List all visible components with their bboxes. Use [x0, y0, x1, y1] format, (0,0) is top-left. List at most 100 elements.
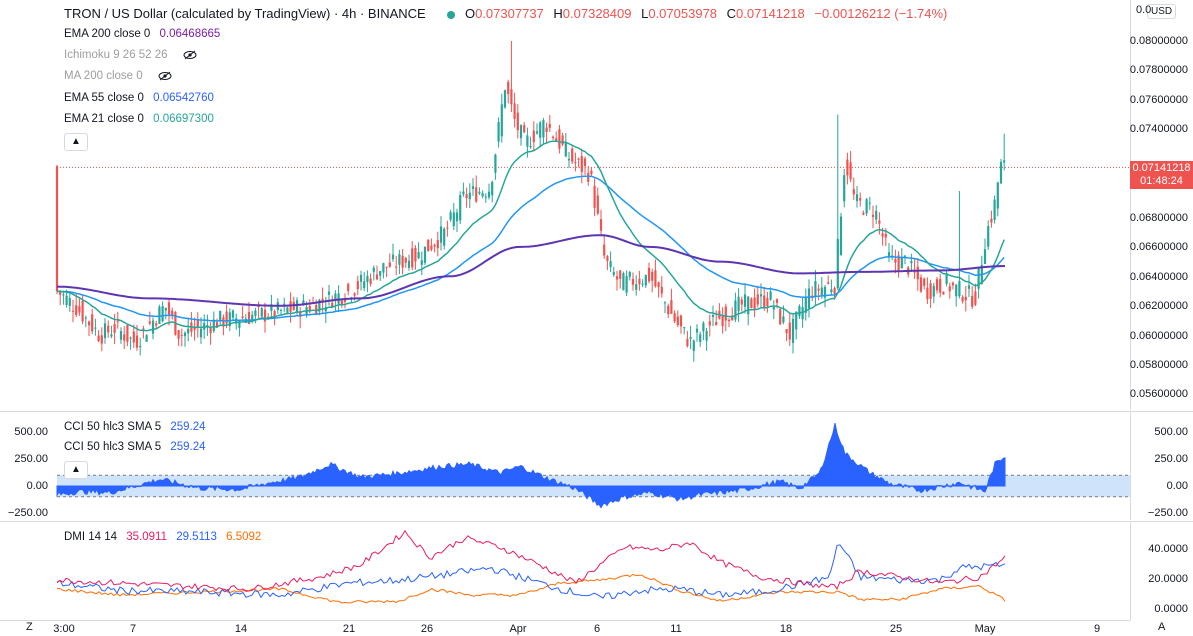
time-axis[interactable]: 3:00 7 14 21 26 Apr 6 11 18 25 May 9 [0, 620, 1130, 636]
candle-body [110, 334, 113, 337]
indicator-legend-ma200[interactable]: MA 200 close 0 [64, 70, 172, 82]
collapse-legend-button[interactable]: ▲ [64, 133, 88, 151]
candle-body [321, 298, 324, 303]
indicator-legend-ichimoku[interactable]: Ichimoku 9 26 52 26 [64, 49, 197, 61]
candle-body [964, 296, 967, 301]
candle-body [196, 319, 199, 328]
candle-body [673, 313, 676, 322]
candle-body [427, 239, 430, 252]
candle-body [100, 335, 103, 344]
candle [94, 318, 97, 336]
candle-body [638, 278, 641, 285]
price-axis-top-partial-label: 0.0 [1136, 4, 1152, 16]
bar-countdown: 01:48:24 [1140, 175, 1183, 187]
collapse-cci-legend-button[interactable]: ▲ [64, 461, 88, 479]
candle-body [577, 158, 580, 160]
candle [862, 210, 865, 216]
candle-body [379, 271, 382, 276]
candle [987, 220, 990, 250]
candle [683, 326, 686, 335]
candle [577, 157, 580, 168]
symbol-title[interactable]: TRON / US Dollar (calculated by TradingV… [64, 6, 426, 21]
cci-axis[interactable]: 500.00 250.00 0.00 −250.00 [1130, 412, 1193, 520]
cci-legend-1[interactable]: CCI 50 hlc3 SMA 5 259.24 [64, 421, 212, 433]
dmi-canvas[interactable] [0, 522, 1130, 620]
price-tick-label: 0.06000000 [1129, 329, 1188, 342]
candle [999, 158, 1003, 184]
candle [123, 326, 126, 350]
candle-body [71, 310, 75, 312]
indicator-legend-ema21[interactable]: EMA 21 close 0 0.06697300 [64, 113, 220, 125]
candle [596, 187, 599, 216]
candle-body [734, 300, 737, 320]
pane-separator[interactable] [0, 521, 1193, 522]
candle [97, 330, 100, 343]
candle [814, 270, 817, 306]
candle [548, 114, 551, 132]
candle [1003, 133, 1006, 171]
candle-body [404, 257, 407, 263]
candle-body [484, 196, 487, 198]
candle-body [855, 194, 859, 202]
candle [327, 284, 331, 306]
candle [151, 317, 155, 340]
currency-button[interactable]: USD [1147, 4, 1177, 19]
candle [737, 288, 740, 322]
pane-separator[interactable] [0, 411, 1193, 412]
auto-scale-button[interactable]: A [1158, 621, 1166, 633]
candle [68, 291, 71, 312]
candle [103, 318, 107, 344]
candle [971, 286, 974, 310]
price-chart-pane[interactable] [0, 0, 1130, 410]
candle-body [740, 299, 743, 305]
candle [139, 337, 142, 356]
candle [340, 299, 343, 308]
ema21-line [56, 140, 1005, 332]
candle-body [612, 272, 615, 275]
cci-tick-label: 250.00 [1154, 453, 1188, 465]
time-axis-label: 7 [129, 623, 137, 635]
dmi-axis[interactable]: 40.0000 20.0000 0.0000 [1130, 522, 1193, 620]
indicator-legend-ema200[interactable]: EMA 200 close 0 0.06468665 [64, 28, 226, 40]
candle-body [871, 214, 875, 217]
candle [219, 310, 222, 326]
eye-hidden-icon[interactable] [183, 50, 197, 60]
time-axis-label: 25 [889, 623, 903, 635]
cci-left-tick-label: −250.00 [7, 507, 48, 519]
price-axis[interactable]: 0.08000000 0.07800000 0.07600000 0.07400000… [1130, 0, 1193, 410]
eye-hidden-icon[interactable] [158, 71, 172, 81]
candle-body [708, 321, 711, 326]
go-to-date-button[interactable]: Z [26, 621, 33, 633]
candle-body [558, 129, 561, 149]
candle-body [548, 123, 551, 128]
candle [110, 325, 113, 339]
candle [571, 146, 574, 164]
dmi-pane[interactable] [0, 522, 1130, 620]
dmi-legend[interactable]: DMI 14 14 35.0911 29.5113 6.5092 [64, 531, 267, 543]
candle [497, 117, 500, 148]
candle-body [68, 297, 71, 306]
candle-body [340, 300, 343, 305]
candle-body [62, 294, 65, 296]
candle-body [731, 315, 734, 321]
cci-legend-2[interactable]: CCI 50 hlc3 SMA 5 259.24 [64, 441, 212, 453]
candle-body [539, 122, 542, 138]
candle [126, 325, 129, 346]
candle-body [411, 248, 414, 268]
price-chart-canvas[interactable] [0, 0, 1130, 410]
candle [807, 279, 811, 318]
candle-body [270, 304, 273, 311]
candle-body [209, 327, 212, 334]
candle [455, 208, 459, 233]
cci-pane[interactable] [0, 412, 1130, 520]
candle-body [228, 312, 231, 327]
candle [603, 234, 606, 259]
candle [465, 187, 468, 208]
candle-body [407, 260, 411, 268]
candle [484, 193, 487, 203]
candle-body [395, 266, 398, 268]
indicator-legend-ema55[interactable]: EMA 55 close 0 0.06542760 [64, 92, 220, 104]
candle-body [462, 191, 465, 195]
candle [279, 308, 283, 315]
cci-canvas[interactable] [0, 412, 1130, 520]
